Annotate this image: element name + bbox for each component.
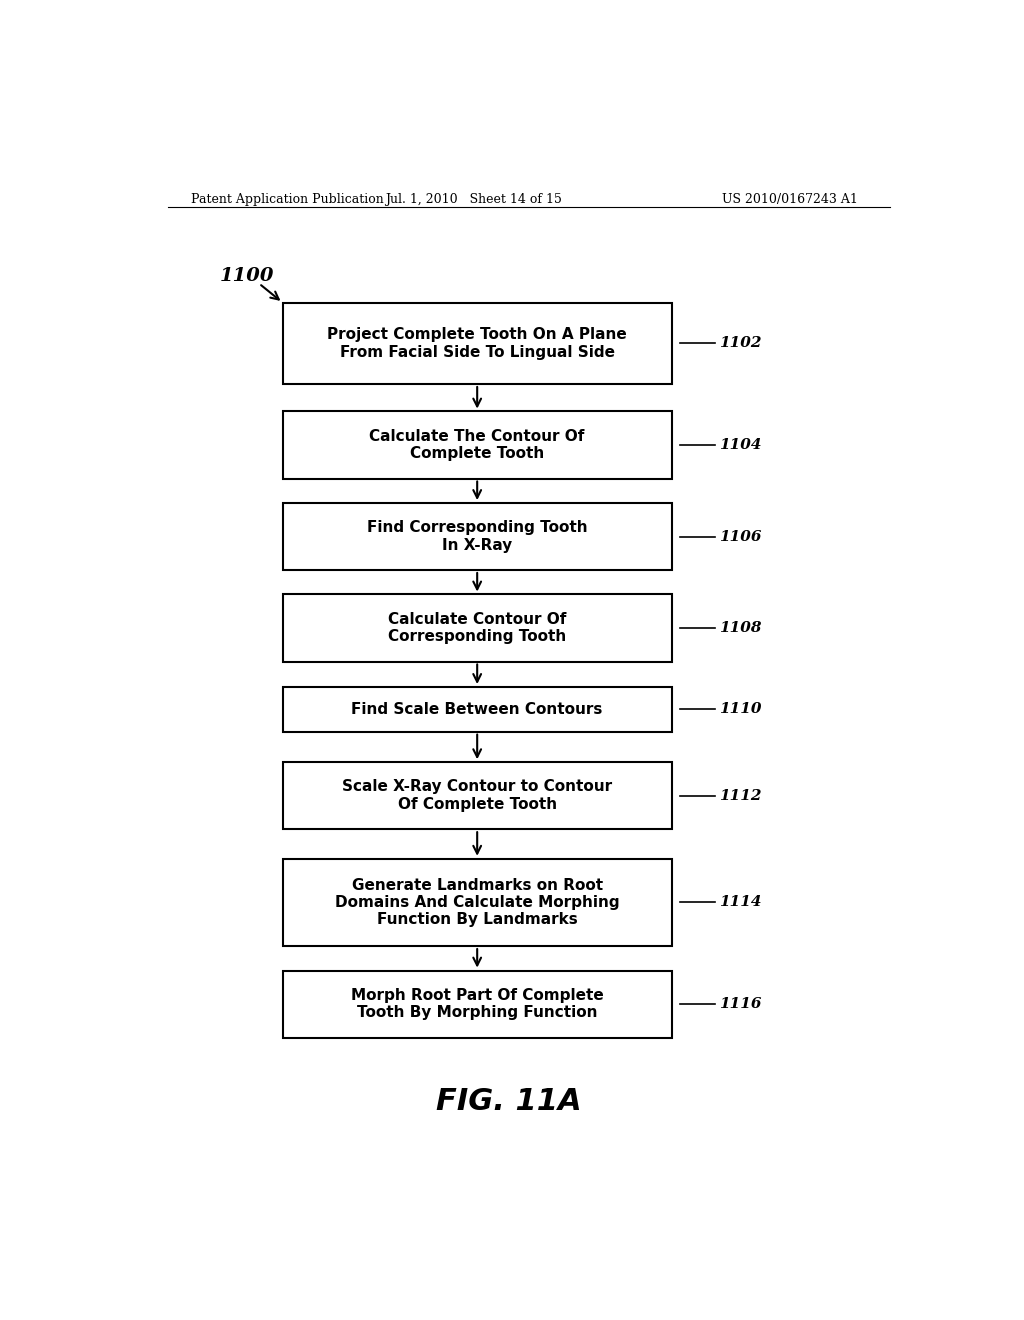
Text: Generate Landmarks on Root
Domains And Calculate Morphing
Function By Landmarks: Generate Landmarks on Root Domains And C… [335, 878, 620, 928]
Text: 1112: 1112 [719, 788, 762, 803]
Text: Find Corresponding Tooth
In X-Ray: Find Corresponding Tooth In X-Ray [367, 520, 588, 553]
Text: FIG. 11A: FIG. 11A [436, 1088, 582, 1117]
Text: 1116: 1116 [719, 997, 762, 1011]
Text: Patent Application Publication: Patent Application Publication [191, 193, 384, 206]
Text: Scale X-Ray Contour to Contour
Of Complete Tooth: Scale X-Ray Contour to Contour Of Comple… [342, 780, 612, 812]
Bar [283, 412, 672, 479]
Text: Morph Root Part Of Complete
Tooth By Morphing Function: Morph Root Part Of Complete Tooth By Mor… [351, 987, 603, 1020]
Text: Calculate Contour Of
Corresponding Tooth: Calculate Contour Of Corresponding Tooth [388, 611, 566, 644]
Text: 1108: 1108 [719, 620, 762, 635]
Text: 1100: 1100 [219, 267, 273, 285]
Text: 1102: 1102 [719, 337, 762, 350]
Text: 1104: 1104 [719, 438, 762, 451]
Text: Project Complete Tooth On A Plane
From Facial Side To Lingual Side: Project Complete Tooth On A Plane From F… [328, 327, 627, 359]
Bar [283, 302, 672, 384]
Text: Jul. 1, 2010   Sheet 14 of 15: Jul. 1, 2010 Sheet 14 of 15 [385, 193, 561, 206]
Text: Find Scale Between Contours: Find Scale Between Contours [351, 702, 603, 717]
Text: 1110: 1110 [719, 702, 762, 717]
Bar [283, 859, 672, 946]
Bar [283, 762, 672, 829]
Text: Calculate The Contour Of
Complete Tooth: Calculate The Contour Of Complete Tooth [370, 429, 585, 461]
Text: 1114: 1114 [719, 895, 762, 909]
Text: 1106: 1106 [719, 529, 762, 544]
Bar [283, 970, 672, 1038]
Bar [283, 686, 672, 731]
Bar [283, 503, 672, 570]
Text: US 2010/0167243 A1: US 2010/0167243 A1 [722, 193, 858, 206]
Bar [283, 594, 672, 661]
